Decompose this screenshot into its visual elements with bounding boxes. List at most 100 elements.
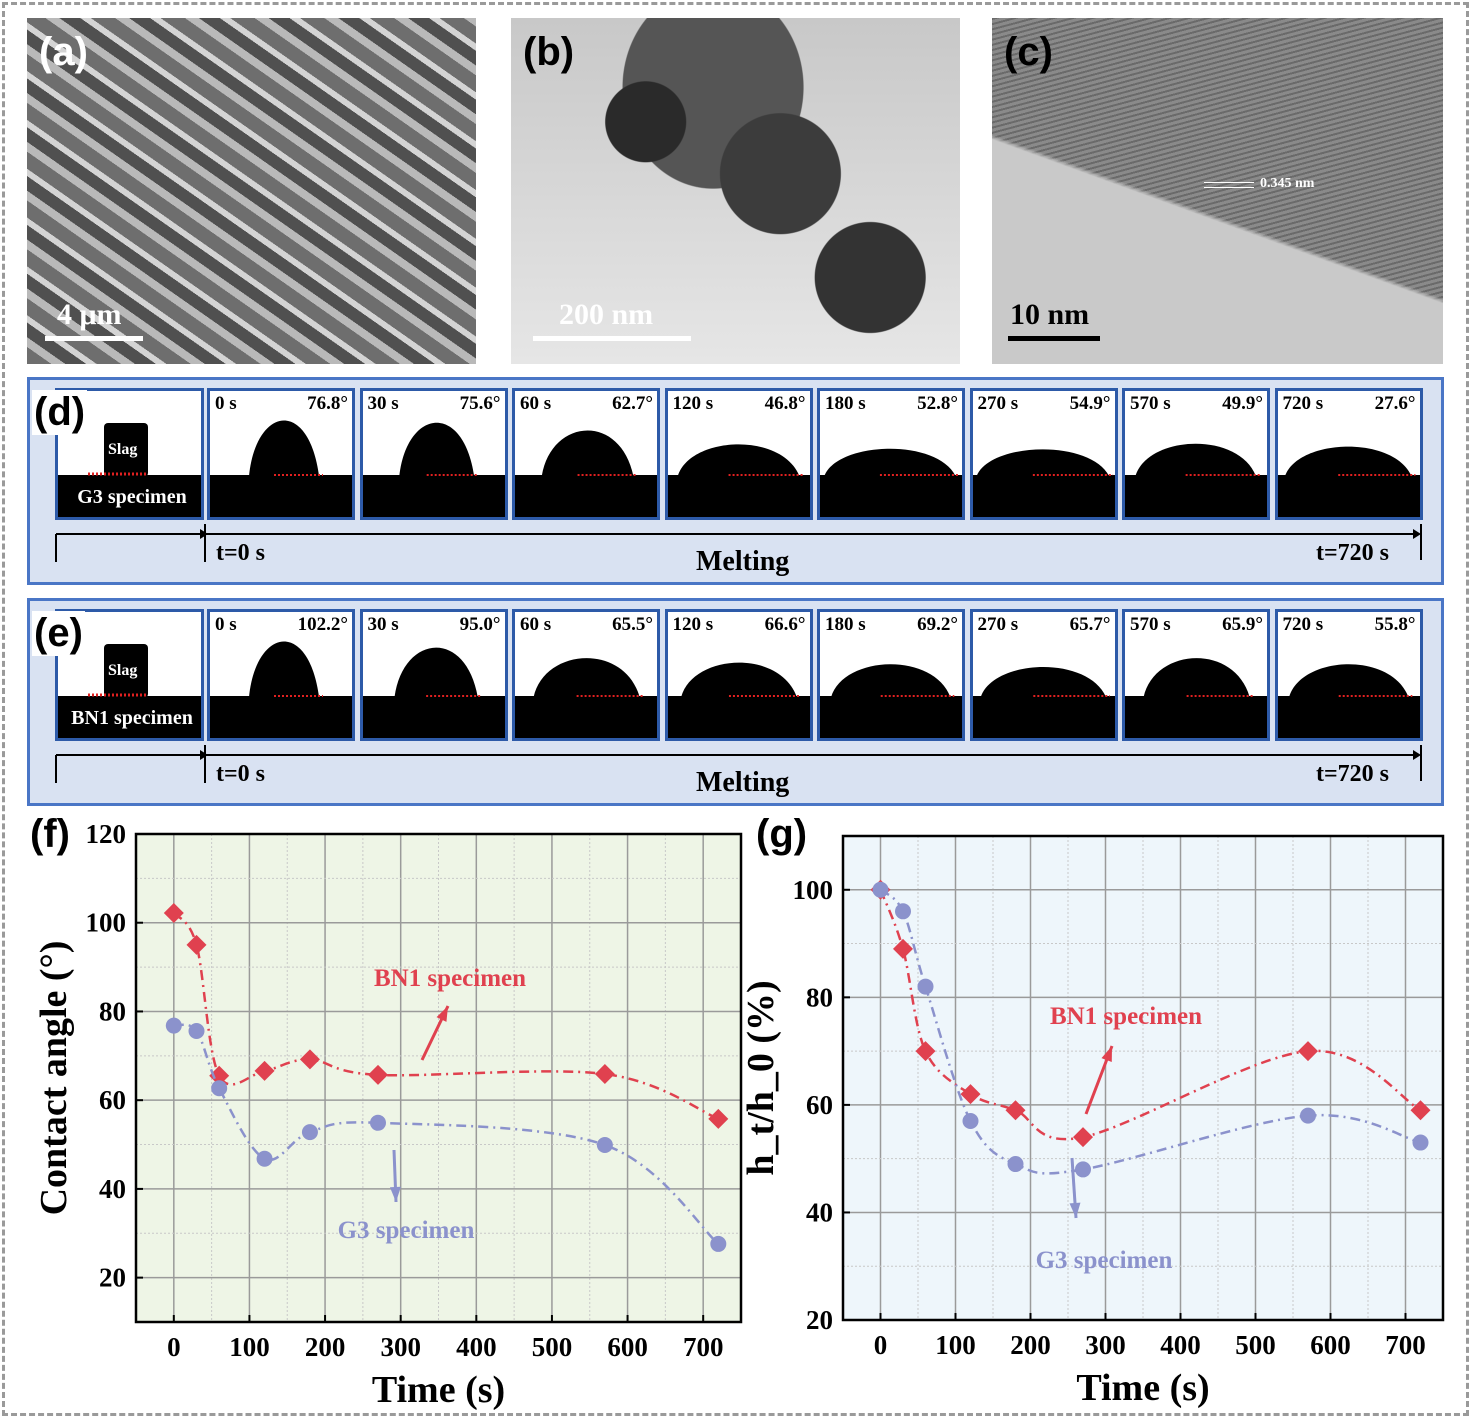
x-tick-label: 600: [607, 1332, 648, 1362]
x-tick-label: 300: [380, 1332, 421, 1362]
x-tick-label: 0: [874, 1330, 888, 1360]
wetting-frame: 270 s 65.7°: [969, 609, 1118, 741]
frame-time: 60 s: [520, 393, 552, 414]
panel-label: (b): [523, 30, 575, 74]
slag-droplet: [1288, 664, 1408, 697]
scale-bar-label: 10 nm: [1010, 298, 1090, 331]
specimen-label: BN1 specimen: [71, 707, 193, 729]
frame-time: 270 s: [977, 393, 1019, 414]
data-point-bn1: [1073, 1127, 1093, 1148]
wetting-frame: 120 s 46.8°: [664, 388, 813, 520]
data-point-g3: [895, 903, 911, 920]
frame-time: 720 s: [1282, 614, 1324, 635]
panel-label-f: (f): [30, 812, 70, 856]
panel-e-bn1-wetting-sequence: (e) Slag BN1 specimen 0 s 102.2° 30 s 95.0° 60 …: [27, 598, 1444, 806]
frame-contact-angle: 75.6°: [459, 393, 501, 414]
x-tick-label: 700: [1385, 1330, 1426, 1360]
initial-slag-frame: Slag BN1 specimen: [55, 609, 204, 741]
x-tick-label: 200: [305, 1332, 346, 1362]
data-point-g3: [1300, 1107, 1316, 1124]
x-tick-label: 500: [532, 1332, 573, 1362]
slag-droplet: [398, 422, 474, 476]
wetting-frame: 30 s 75.6°: [359, 388, 508, 520]
slag-droplet: [831, 664, 951, 697]
slag-label: Slag: [108, 662, 138, 679]
y-tick-label: 100: [86, 908, 127, 938]
slag-droplet: [541, 430, 634, 476]
timeline-melting-label: Melting: [696, 546, 790, 577]
plot-frame: [841, 834, 1445, 1322]
data-point-bn1: [594, 1064, 615, 1085]
data-point-g3: [301, 1124, 318, 1141]
timeline-arrows: [55, 745, 1422, 783]
data-point-bn1: [708, 1108, 729, 1129]
panel-label: (d): [32, 390, 88, 435]
data-point-g3: [872, 881, 889, 898]
arrow-head: [436, 1006, 448, 1022]
x-tick-label: 600: [1310, 1330, 1351, 1360]
y-tick-label: 20: [806, 1305, 833, 1335]
data-point-bn1: [299, 1049, 320, 1070]
slag-droplet: [680, 662, 797, 697]
frame-contact-angle: 49.9°: [1222, 393, 1263, 414]
y-tick-label: 60: [806, 1090, 833, 1120]
wetting-frame: 570 s 49.9°: [1122, 388, 1270, 520]
slag-droplet: [824, 448, 956, 476]
y-tick-label: 60: [99, 1085, 126, 1115]
scale-bar-label: 4 μm: [57, 298, 122, 331]
slag-droplet: [1135, 443, 1256, 476]
x-tick-label: 300: [1085, 1330, 1126, 1360]
data-point-bn1: [209, 1065, 230, 1086]
x-tick-label: 500: [1235, 1330, 1276, 1360]
frame-contact-angle: 66.6°: [764, 614, 806, 635]
frame-time: 0 s: [215, 614, 237, 635]
data-point-bn1: [186, 934, 207, 955]
wetting-frame: 60 s 62.7°: [512, 388, 660, 520]
wetting-frame: 720 s 55.8°: [1274, 609, 1423, 741]
frame-contact-angle: 27.6°: [1374, 393, 1416, 414]
slag-droplet: [249, 420, 319, 476]
x-tick-label: 200: [1010, 1330, 1051, 1360]
frame-contact-angle: 76.8°: [307, 393, 348, 414]
data-point-bn1: [1298, 1041, 1318, 1062]
wetting-frame: 180 s 69.2°: [817, 609, 965, 741]
initial-slag-frame: Slag G3 specimen: [55, 388, 204, 520]
frame-time: 570 s: [1130, 614, 1171, 635]
x-tick-label: 400: [456, 1332, 497, 1362]
y-tick-label: 20: [99, 1263, 126, 1293]
x-tick-label: 700: [683, 1332, 724, 1362]
slag-droplet: [249, 641, 319, 697]
x-tick-label: 0: [167, 1332, 181, 1362]
x-tick-label: 400: [1160, 1330, 1201, 1360]
wetting-frame: 120 s 66.6°: [664, 609, 813, 741]
slag-label: Slag: [108, 441, 138, 458]
frame-time: 180 s: [825, 614, 866, 635]
timeline-start-label: t=0 s: [216, 761, 266, 787]
tem-image-panel-b: (b) 200 nm: [511, 18, 960, 364]
frame-contact-angle: 46.8°: [764, 393, 806, 414]
frame-contact-angle: 52.8°: [917, 393, 958, 414]
lattice-spacing-label: 0.345 nm: [1260, 176, 1315, 191]
frame-contact-angle: 55.8°: [1374, 614, 1416, 635]
y-axis-title: Contact angle (°): [33, 941, 75, 1216]
x-axis-title: Time (s): [372, 1369, 505, 1410]
slag-droplet: [976, 449, 1109, 476]
frame-time: 60 s: [520, 614, 552, 635]
data-point-bn1: [893, 938, 913, 959]
timeline-melting-label: Melting: [696, 767, 790, 798]
panel-label: (a): [39, 30, 88, 74]
plot-frame: [134, 832, 743, 1324]
wetting-frame: 270 s 54.9°: [969, 388, 1118, 520]
slag-droplet: [980, 667, 1106, 697]
wetting-frame: 720 s 27.6°: [1274, 388, 1423, 520]
legend-label-g3: G3 specimen: [338, 1217, 475, 1244]
slag-droplet: [394, 647, 478, 697]
y-axis-title: h_t/h_0 (%): [740, 980, 782, 1175]
timeline-end-label: t=720 s: [1316, 540, 1390, 566]
x-tick-label: 100: [935, 1330, 976, 1360]
arrow-head: [389, 1186, 401, 1202]
data-point-g3: [1007, 1156, 1024, 1173]
frame-contact-angle: 69.2°: [917, 614, 958, 635]
data-point-g3: [211, 1080, 228, 1097]
